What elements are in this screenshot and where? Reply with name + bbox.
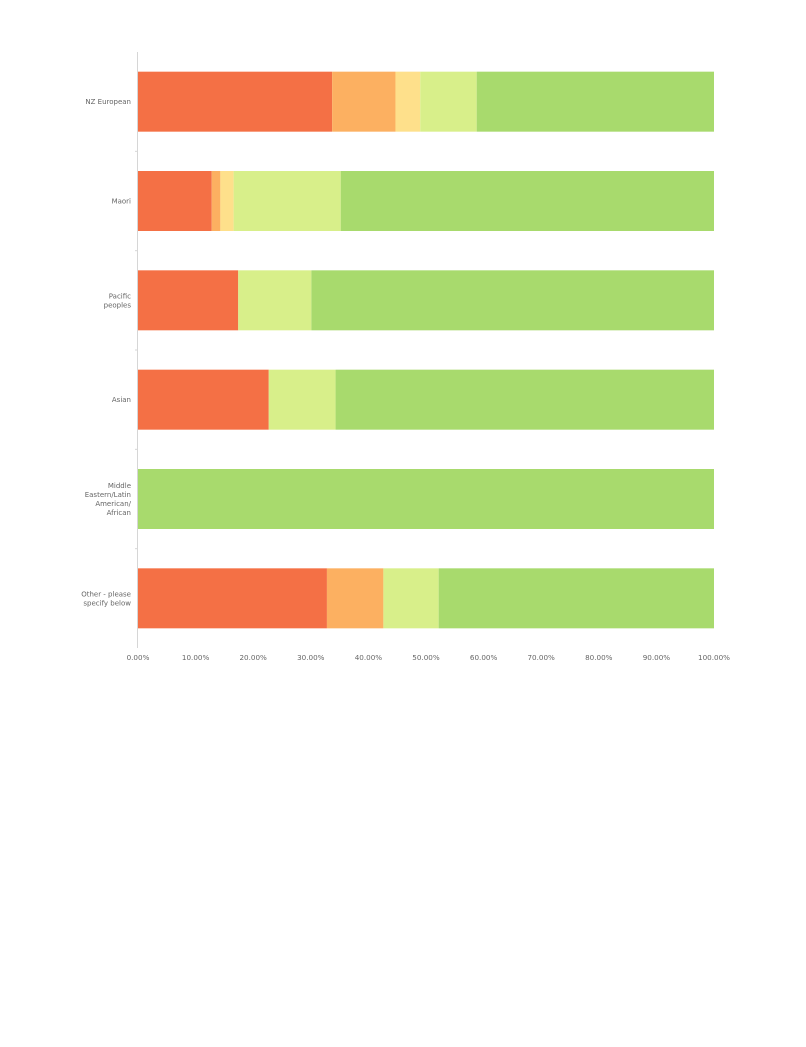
category-label: Middle Eastern/Latin American/African (85, 482, 132, 517)
bar-segment (138, 71, 333, 132)
bar-segment (332, 71, 396, 132)
x-tick-label: 50.00% (412, 653, 440, 662)
bar-segment (476, 71, 714, 132)
bar-segment (138, 568, 327, 629)
bar-segment (335, 369, 714, 430)
x-tick-label: 60.00% (470, 653, 498, 662)
category-label: Other - please specify below (81, 590, 131, 607)
bar-segment (340, 171, 714, 231)
x-tick-label: 30.00% (297, 653, 325, 662)
bar-segment (220, 171, 234, 231)
bar-segment (233, 171, 341, 231)
bar-segment (138, 469, 714, 529)
category-label: Maori (112, 198, 131, 206)
bar-segment (138, 270, 239, 331)
x-tick-label: 40.00% (355, 653, 383, 662)
bar-segment (138, 369, 269, 430)
bar-segment (311, 270, 714, 331)
x-tick-label: 80.00% (585, 653, 613, 662)
x-tick-label: 20.00% (239, 653, 267, 662)
category-label: Asian (112, 396, 131, 404)
category-label: NZ European (85, 98, 131, 106)
x-tick-label: 90.00% (643, 653, 671, 662)
bar-segment (383, 568, 439, 629)
bar-segment (138, 171, 212, 231)
bar-segment (268, 369, 336, 430)
bar-segment (211, 171, 221, 231)
bar-segment (395, 71, 421, 132)
bar-segment (326, 568, 384, 629)
bar-segment (420, 71, 477, 132)
bar-segment (438, 568, 714, 629)
x-tick-label: 70.00% (527, 653, 555, 662)
x-tick-label: 0.00% (127, 653, 150, 662)
x-tick-label: 10.00% (182, 653, 210, 662)
category-label: Pacific peoples (104, 292, 132, 309)
bar-segment (238, 270, 312, 331)
x-tick-label: 100.00% (698, 653, 730, 662)
